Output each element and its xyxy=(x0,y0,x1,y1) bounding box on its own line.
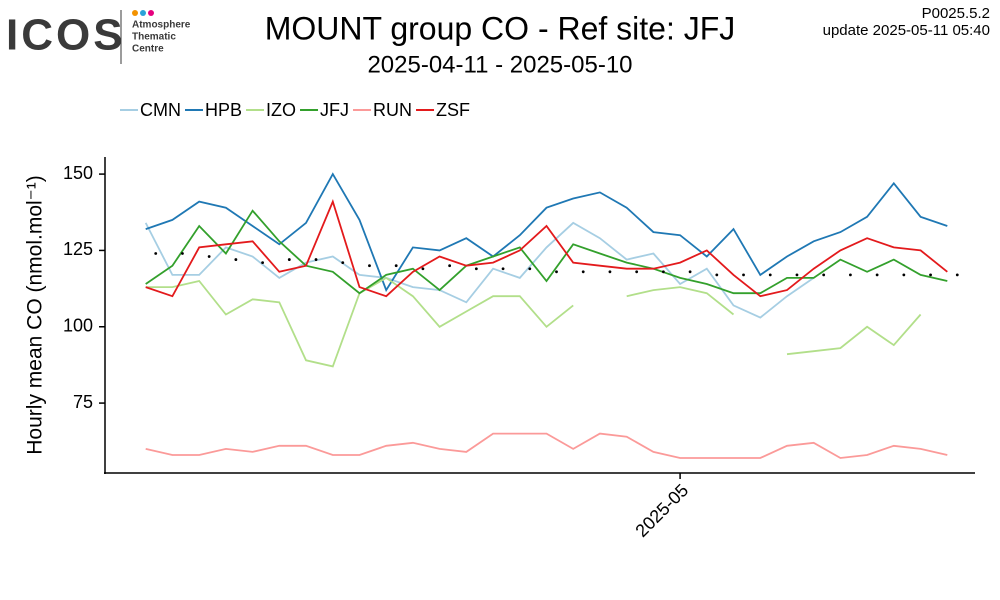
reference-dot xyxy=(768,273,772,277)
version: P0025.5.2 xyxy=(922,5,990,22)
legend-label: JFJ xyxy=(320,100,349,120)
reference-dot xyxy=(474,267,478,271)
reference-dot xyxy=(742,273,745,277)
reference-dot xyxy=(715,273,719,277)
reference-dot xyxy=(822,273,826,277)
reference-dot xyxy=(368,264,371,268)
logo-dot xyxy=(148,10,154,16)
y-tick-label: 75 xyxy=(73,392,93,412)
reference-dot xyxy=(207,255,211,258)
logo-dot xyxy=(132,10,138,16)
chart-subtitle: 2025-04-11 - 2025-05-10 xyxy=(367,51,632,78)
series-line xyxy=(145,432,948,459)
series-line xyxy=(145,209,948,295)
reference-dot xyxy=(528,267,532,271)
logo: ICOS xyxy=(6,11,126,60)
reference-dot xyxy=(635,270,639,274)
reference-dot xyxy=(154,252,158,255)
reference-dot xyxy=(955,273,959,277)
reference-dot xyxy=(448,264,452,268)
legend-label: HPB xyxy=(205,100,242,120)
reference-dot xyxy=(421,267,425,271)
reference-dot xyxy=(341,261,345,265)
y-tick-label: 100 xyxy=(63,316,93,336)
series-line xyxy=(145,198,948,298)
legend-label: RUN xyxy=(373,100,412,120)
reference-dot xyxy=(234,258,238,261)
reference-dot xyxy=(688,270,692,274)
reference-dot xyxy=(261,261,264,265)
reference-dot xyxy=(795,273,799,277)
chart-title: MOUNT group CO - Ref site: JFJ xyxy=(265,10,736,46)
reference-dot xyxy=(608,270,612,274)
logo-sub: Thematic xyxy=(132,32,176,43)
legend-label: IZO xyxy=(266,100,296,120)
reference-dot xyxy=(929,273,932,277)
update: update 2025-05-11 05:40 xyxy=(823,22,990,39)
reference-dot xyxy=(314,258,318,261)
series-line xyxy=(144,221,815,319)
reference-dot xyxy=(581,270,585,274)
reference-dot xyxy=(287,258,291,261)
y-tick-label: 125 xyxy=(63,239,93,259)
reference-dot xyxy=(555,270,558,274)
reference-dot xyxy=(394,264,398,268)
legend-label: CMN xyxy=(140,100,181,120)
y-axis-label: Hourly mean CO (nmol.mol⁻¹) xyxy=(24,175,47,454)
reference-dot xyxy=(902,273,906,277)
reference-dot xyxy=(875,273,879,277)
logo-dot xyxy=(140,10,146,16)
logo-sub: Atmosphere xyxy=(132,20,191,31)
reference-dot xyxy=(849,273,852,277)
legend-label: ZSF xyxy=(436,100,470,120)
reference-dot xyxy=(661,270,665,274)
reference-dot xyxy=(181,252,184,255)
logo-sub: Centre xyxy=(132,44,164,55)
series-line xyxy=(145,172,948,293)
reference-dot xyxy=(501,267,505,271)
y-tick-label: 150 xyxy=(63,163,93,183)
